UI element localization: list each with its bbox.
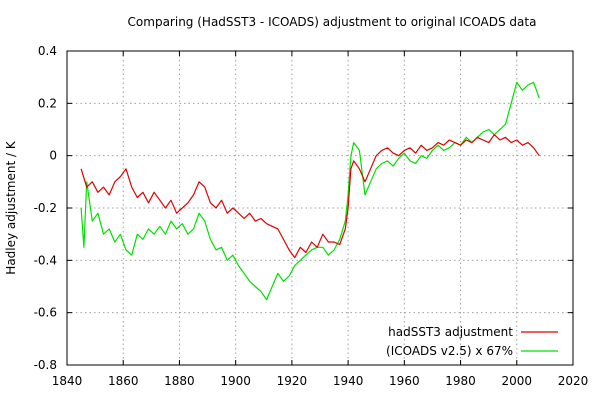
x-tick-label: 1880 xyxy=(164,374,195,388)
x-tick-label: 1900 xyxy=(220,374,251,388)
series-group xyxy=(80,81,540,301)
x-tick-label: 1860 xyxy=(108,374,139,388)
legend-item-hadsst3: hadSST3 adjustment xyxy=(388,325,558,339)
x-tick-label: 1940 xyxy=(333,374,364,388)
legend-label: hadSST3 adjustment xyxy=(388,325,513,339)
hadsst3-adjustment-line xyxy=(80,134,540,259)
y-tick-label: -0.6 xyxy=(34,306,57,320)
grid xyxy=(67,51,573,365)
y-tick-label: 0.2 xyxy=(38,96,57,110)
x-tick-label: 1980 xyxy=(445,374,476,388)
legend-item-icoads: (ICOADS v2.5) x 67% xyxy=(386,344,558,358)
legend: hadSST3 adjustment (ICOADS v2.5) x 67% xyxy=(386,325,558,358)
x-tick-label: 1960 xyxy=(389,374,420,388)
y-tick-label: 0.4 xyxy=(38,44,57,58)
axes: 1840 1860 1880 1900 1920 1940 1960 1980 2000 2020… xyxy=(34,44,589,388)
x-tick-label: 2020 xyxy=(558,374,589,388)
legend-label: (ICOADS v2.5) x 67% xyxy=(386,344,513,358)
y-tick-label: 0 xyxy=(49,149,57,163)
x-tick-label: 1920 xyxy=(277,374,308,388)
y-tick-label: -0.2 xyxy=(34,201,57,215)
x-tick-label: 2000 xyxy=(502,374,533,388)
chart-title: Comparing (HadSST3 - ICOADS) adjustment … xyxy=(128,15,537,29)
y-axis-label: Hadley adjustment / K xyxy=(4,140,18,275)
icoads-line xyxy=(80,81,540,301)
y-tick-label: -0.4 xyxy=(34,253,57,267)
y-tick-label: -0.8 xyxy=(34,358,57,372)
x-tick-label: 1840 xyxy=(52,374,83,388)
